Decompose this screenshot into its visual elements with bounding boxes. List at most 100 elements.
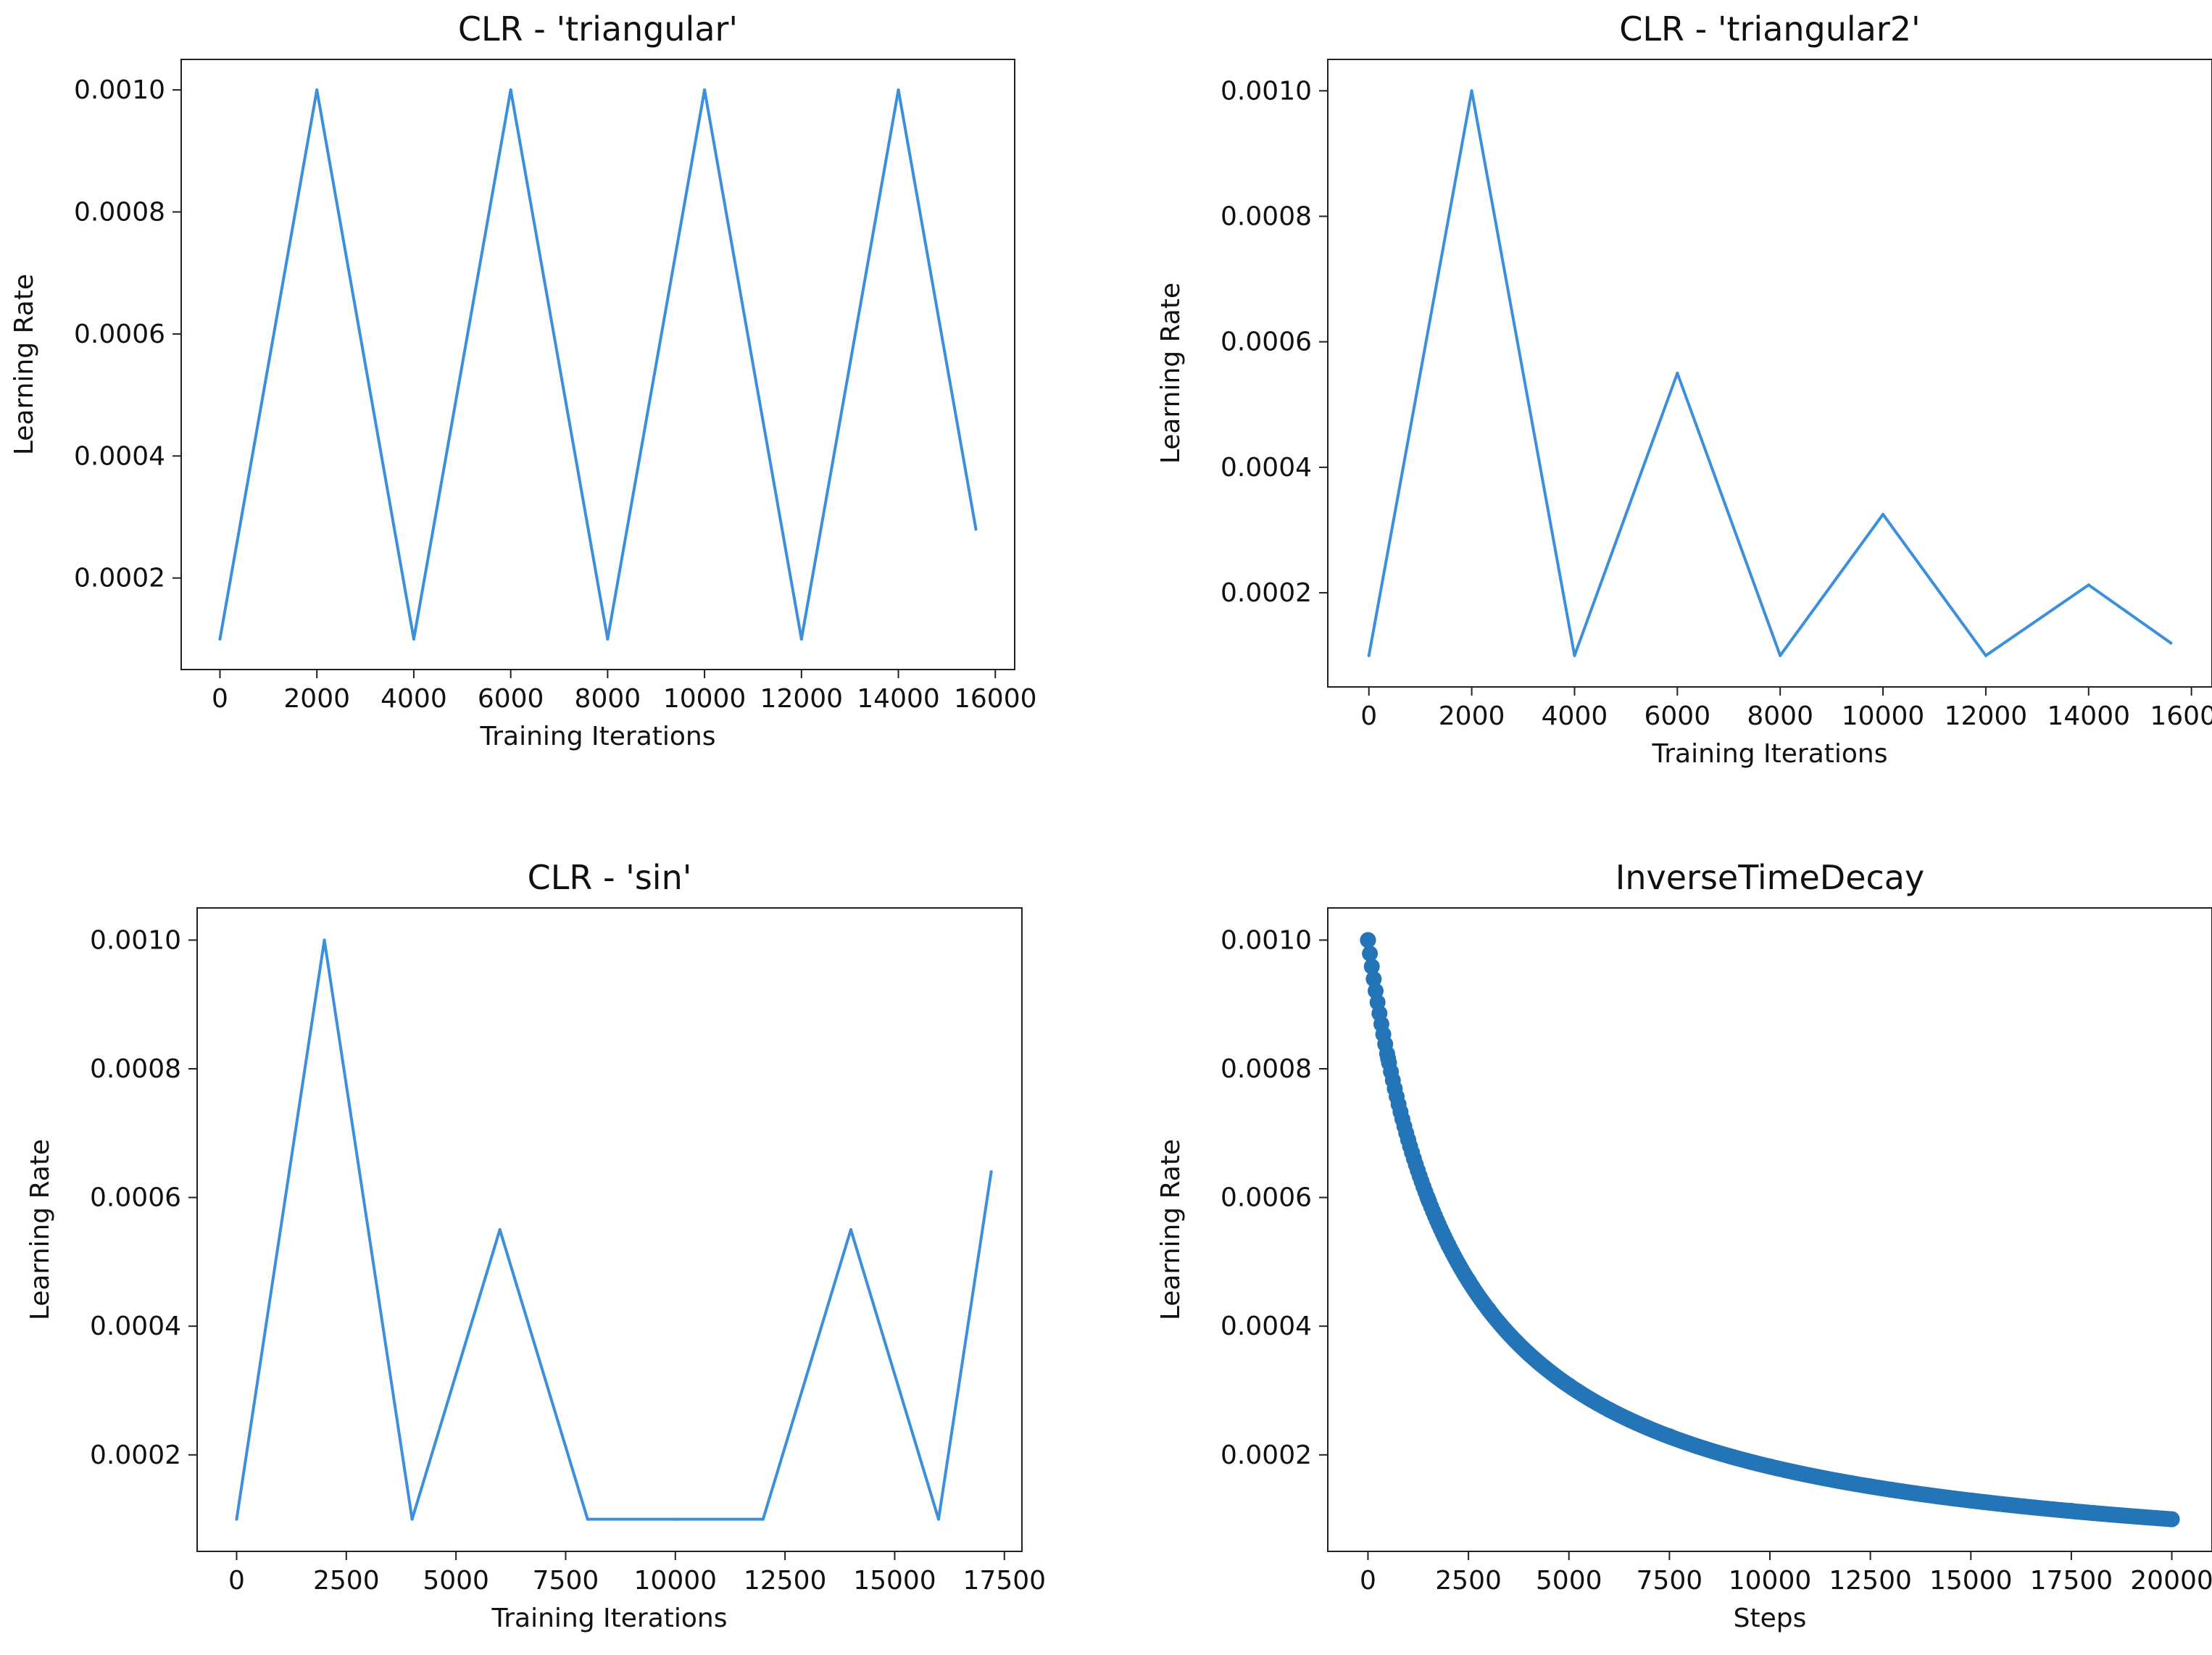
data-point (1560, 1377, 1577, 1393)
data-point (1963, 1492, 1979, 1509)
x-tick-label: 4000 (1542, 701, 1608, 731)
chart-title: CLR - 'triangular' (458, 9, 738, 49)
x-axis-label: Training Iterations (480, 722, 716, 751)
scatter-point (1362, 946, 1379, 962)
data-point (323, 938, 326, 942)
x-tick-label: 14000 (2047, 701, 2131, 731)
y-tick-label: 0.0008 (74, 198, 165, 228)
x-tick-label: 7500 (1637, 1566, 1703, 1596)
data-point (1380, 1050, 1397, 1067)
y-tick-label: 0.0002 (1221, 1441, 1312, 1470)
data-point (218, 637, 222, 641)
x-tick-label: 10000 (1729, 1566, 1812, 1596)
data-point (235, 1517, 238, 1521)
data-point (849, 1228, 852, 1231)
data-point (974, 528, 978, 531)
scatter-point (1363, 958, 1380, 975)
x-tick-label: 12000 (760, 684, 844, 714)
y-tick-label: 0.0006 (1221, 328, 1312, 357)
x-tick-label: 4000 (381, 684, 447, 714)
chart-inverse-time-decay: InverseTimeDecay 0 2500 5000 7500 10000 12500 1… (1138, 848, 2212, 1655)
chart-svg: CLR - 'triangular' 0 2000 4000 6000 8000 10000… (9, 9, 1037, 751)
x-tick-label: 8000 (575, 684, 641, 714)
data-point (2169, 641, 2173, 645)
data-point (761, 1517, 765, 1521)
y-tick-label: 0.0008 (1221, 202, 1312, 232)
series-segment (235, 938, 326, 1521)
data-point (498, 1228, 502, 1231)
series-segment (410, 1228, 502, 1521)
data-point (315, 88, 319, 92)
x-tick-label: 16000 (2150, 701, 2212, 731)
data-point (1661, 1428, 1678, 1445)
data-point (412, 637, 415, 641)
x-tick-label: 12500 (744, 1566, 827, 1596)
data-point (936, 1517, 940, 1521)
x-tick-label: 17500 (2030, 1566, 2113, 1596)
series-segment (936, 1170, 993, 1521)
y-tick-label: 0.0008 (1221, 1054, 1312, 1084)
data-point (1721, 1448, 1738, 1464)
y-tick-label: 0.0002 (90, 1441, 181, 1470)
chart-clr-triangular2: CLR - 'triangular2' 0 2000 4000 6000 8000 1000… (1138, 0, 2212, 797)
series-segment (1367, 89, 1473, 657)
x-tick-label: 15000 (853, 1566, 936, 1596)
data-point (1676, 372, 1679, 375)
x-tick-label: 2000 (283, 684, 350, 714)
data-point (606, 637, 610, 641)
plot-frame (1327, 907, 2212, 1552)
data-point (1440, 1237, 1457, 1254)
series-segment (606, 88, 707, 641)
series-segment (1573, 372, 1679, 657)
x-tick-label: 5000 (423, 1566, 489, 1596)
data-point (2163, 1511, 2180, 1527)
x-tick-label: 5000 (1536, 1566, 1602, 1596)
x-tick-label: 0 (228, 1566, 245, 1596)
x-tick-label: 0 (1360, 701, 1377, 731)
data-point (1862, 1478, 1879, 1495)
data-point (1470, 89, 1473, 93)
x-tick-label: 0 (212, 684, 228, 714)
data-point (2087, 583, 2090, 587)
data-point (1762, 1458, 1778, 1475)
scatter-points-group (1360, 932, 2180, 1527)
chart-svg: CLR - 'triangular2' 0 2000 4000 6000 8000 1000… (1156, 9, 2212, 769)
data-point (1984, 654, 1987, 657)
series-segment (412, 88, 512, 641)
data-point (897, 88, 900, 92)
data-point (1400, 1131, 1416, 1148)
series-segment (2087, 583, 2173, 645)
series-segment (315, 88, 415, 641)
y-axis-label: Learning Rate (25, 1139, 55, 1320)
x-tick-label: 14000 (857, 684, 940, 714)
series-line-group (1367, 89, 2173, 657)
series-segment (509, 88, 610, 641)
chart-title: CLR - 'sin' (528, 858, 692, 897)
data-point (989, 1170, 993, 1174)
x-tick-label: 8000 (1747, 701, 1813, 731)
data-point (410, 1517, 414, 1521)
chart-clr-triangular: CLR - 'triangular' 0 2000 4000 6000 8000 10000… (0, 0, 1037, 754)
series-segment (849, 1228, 940, 1521)
x-tick-label: 12000 (1945, 701, 2028, 731)
series-segment (323, 938, 414, 1521)
y-tick-label: 0.0004 (90, 1312, 181, 1341)
data-point (673, 1517, 677, 1521)
data-point (799, 637, 803, 641)
series-segment (897, 88, 978, 531)
y-tick-label: 0.0006 (74, 320, 165, 349)
chart-title: CLR - 'triangular2' (1619, 9, 1920, 49)
chart-svg: CLR - 'sin' 0 2500 5000 7500 10000 12500 15000 1… (25, 858, 1046, 1633)
x-tick-label: 2500 (1435, 1566, 1502, 1596)
y-axis-label: Learning Rate (1156, 283, 1186, 464)
series-segment (799, 88, 900, 641)
data-point (1480, 1301, 1497, 1318)
chart-clr-sin: CLR - 'sin' 0 2500 5000 7500 10000 12500 15000 1… (0, 848, 1046, 1655)
y-tick-label: 0.0010 (74, 75, 165, 105)
y-tick-label: 0.0004 (74, 441, 165, 471)
series-segment (498, 1228, 589, 1521)
y-tick-label: 0.0002 (1221, 578, 1312, 608)
x-axis-label: Training Iterations (1652, 739, 1888, 769)
y-axis-label: Learning Rate (1156, 1139, 1186, 1320)
x-tick-label: 16000 (954, 684, 1037, 714)
